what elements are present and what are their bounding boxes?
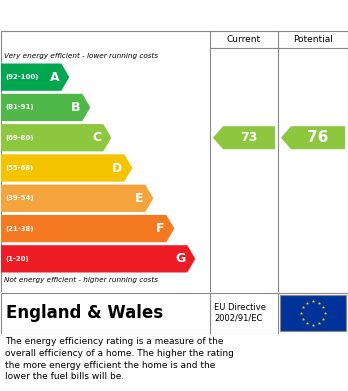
Text: G: G xyxy=(175,252,185,265)
Text: A: A xyxy=(50,71,59,84)
Text: Potential: Potential xyxy=(293,34,333,43)
Polygon shape xyxy=(1,94,90,121)
Text: C: C xyxy=(92,131,101,144)
Text: Very energy efficient - lower running costs: Very energy efficient - lower running co… xyxy=(4,53,158,59)
Text: Current: Current xyxy=(227,34,261,43)
Text: 73: 73 xyxy=(240,131,258,144)
Text: 76: 76 xyxy=(307,130,329,145)
Polygon shape xyxy=(1,185,153,212)
Text: (69-80): (69-80) xyxy=(5,135,33,141)
Text: The energy efficiency rating is a measure of the
overall efficiency of a home. T: The energy efficiency rating is a measur… xyxy=(5,337,234,381)
Text: Not energy efficient - higher running costs: Not energy efficient - higher running co… xyxy=(4,277,158,283)
Polygon shape xyxy=(1,154,132,182)
Text: (92-100): (92-100) xyxy=(5,74,38,80)
Polygon shape xyxy=(213,126,275,149)
Text: (21-38): (21-38) xyxy=(5,226,33,231)
Text: (1-20): (1-20) xyxy=(5,256,29,262)
Text: (39-54): (39-54) xyxy=(5,195,34,201)
Text: EU Directive
2002/91/EC: EU Directive 2002/91/EC xyxy=(214,303,266,323)
Text: E: E xyxy=(135,192,143,205)
Polygon shape xyxy=(1,63,69,91)
Text: Energy Efficiency Rating: Energy Efficiency Rating xyxy=(10,7,220,23)
Text: B: B xyxy=(71,101,80,114)
Text: (81-91): (81-91) xyxy=(5,104,34,110)
Text: England & Wales: England & Wales xyxy=(6,304,163,322)
Text: D: D xyxy=(112,161,122,174)
Text: (55-68): (55-68) xyxy=(5,165,33,171)
Polygon shape xyxy=(281,126,345,149)
Text: F: F xyxy=(156,222,164,235)
Polygon shape xyxy=(1,215,174,242)
Bar xyxy=(280,295,346,331)
Polygon shape xyxy=(1,124,111,151)
Polygon shape xyxy=(1,245,195,273)
